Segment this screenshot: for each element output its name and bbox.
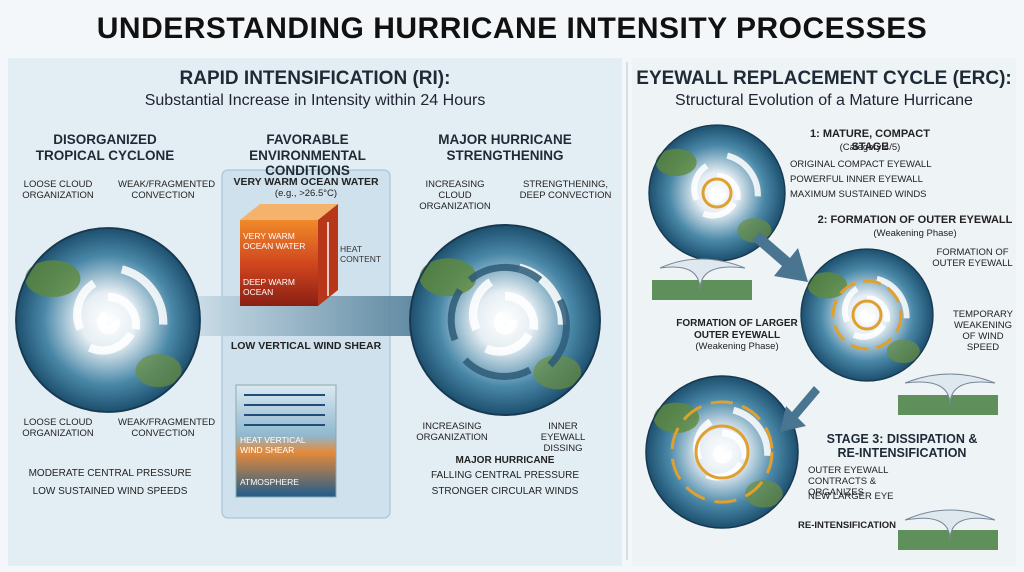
- label: FORMATION OF LARGER OUTER EYEWALL: [676, 318, 798, 341]
- erc-stage-subtitle: (Category 4/5): [839, 142, 901, 153]
- erc-stage-title: STAGE 3: DISSIPATION & RE-INTENSIFICATIO…: [826, 432, 978, 461]
- ri-heading: RAPID INTENSIFICATION (RI):: [179, 68, 451, 89]
- warm-water-block: [240, 204, 338, 306]
- erc-stage-title: 1: MATURE, COMPACT STAGE: [810, 128, 930, 153]
- label: LOOSE CLOUD ORGANIZATION: [22, 179, 94, 201]
- block-label: VERY WARM OCEAN WATER: [243, 231, 306, 251]
- cross-sections: [652, 258, 998, 550]
- label: OUTER EYEWALL CONTRACTS & ORGANIZES: [808, 465, 889, 498]
- label: INCREASING CLOUD ORGANIZATION: [419, 179, 491, 212]
- label: FORMATION OF OUTER EYEWALL: [932, 247, 1013, 269]
- label: TEMPORARY WEAKENING OF WIND SPEED: [952, 309, 1013, 353]
- block-label: HEAT VERTICAL WIND SHEAR: [240, 435, 306, 455]
- erc-stage-subtitle: (Weakening Phase): [873, 228, 957, 239]
- erc-subheading: Structural Evolution of a Mature Hurrica…: [675, 92, 973, 109]
- condition-example: (e.g., >26.5°C): [274, 188, 338, 199]
- label: ORIGINAL COMPACT EYEWALL: [790, 159, 932, 170]
- note: MODERATE CENTRAL PRESSURE: [28, 468, 192, 479]
- label: NEW LARGER EYE: [808, 491, 894, 502]
- condition-title: LOW VERTICAL WIND SHEAR: [230, 340, 382, 352]
- erc-arrows: [752, 232, 820, 432]
- label: (Weakening Phase): [695, 341, 779, 352]
- storm-major: [410, 225, 600, 415]
- label: STRENGTHENING, DEEP CONVECTION: [519, 179, 612, 201]
- wind-shear-block: [235, 384, 337, 498]
- stage-title: MAJOR HURRICANE STRENGTHENING: [438, 132, 572, 163]
- label: WEAK/FRAGMENTED CONVECTION: [118, 179, 216, 201]
- ri-subheading: Substantial Increase in Intensity within…: [144, 92, 486, 109]
- storm-disorganized: [16, 228, 200, 412]
- block-label: HEAT CONTENT: [340, 244, 382, 264]
- stage-title: DISORGANIZED TROPICAL CYCLONE: [35, 132, 175, 163]
- label: MAXIMUM SUSTAINED WINDS: [790, 189, 927, 200]
- erc-heading: EYEWALL REPLACEMENT CYCLE (ERC):: [636, 68, 1012, 89]
- storm-erc-3: [646, 376, 798, 528]
- block-label: ATMOSPHERE: [240, 477, 299, 487]
- label: WEAK/FRAGMENTED CONVECTION: [118, 417, 216, 439]
- label: POWERFUL INNER EYEWALL: [790, 174, 923, 185]
- note: LOW SUSTAINED WIND SPEEDS: [32, 486, 188, 497]
- label: LOOSE CLOUD ORGANIZATION: [22, 417, 94, 439]
- title: UNDERSTANDING HURRICANE INTENSITY PROCES…: [96, 12, 928, 45]
- note: MAJOR HURRICANE: [455, 455, 555, 466]
- erc-stage-title: 2: FORMATION OF OUTER EYEWALL: [817, 214, 1013, 226]
- block-label: DEEP WARM OCEAN: [243, 277, 295, 297]
- note: FALLING CENTRAL PRESSURE: [430, 470, 579, 481]
- label: RE-INTENSIFICATION: [798, 520, 896, 531]
- condition-title: VERY WARM OCEAN WATER: [233, 176, 379, 188]
- rotation-arrows: [447, 264, 570, 380]
- eyewall-rings: [670, 177, 903, 504]
- label: INNER EYEWALL DISSING: [540, 421, 586, 454]
- note: STRONGER CIRCULAR WINDS: [431, 486, 579, 497]
- stage-title: FAVORABLE ENVIRONMENTAL CONDITIONS: [249, 132, 366, 179]
- storm-erc-2: [801, 249, 933, 381]
- label: INCREASING ORGANIZATION: [416, 421, 488, 443]
